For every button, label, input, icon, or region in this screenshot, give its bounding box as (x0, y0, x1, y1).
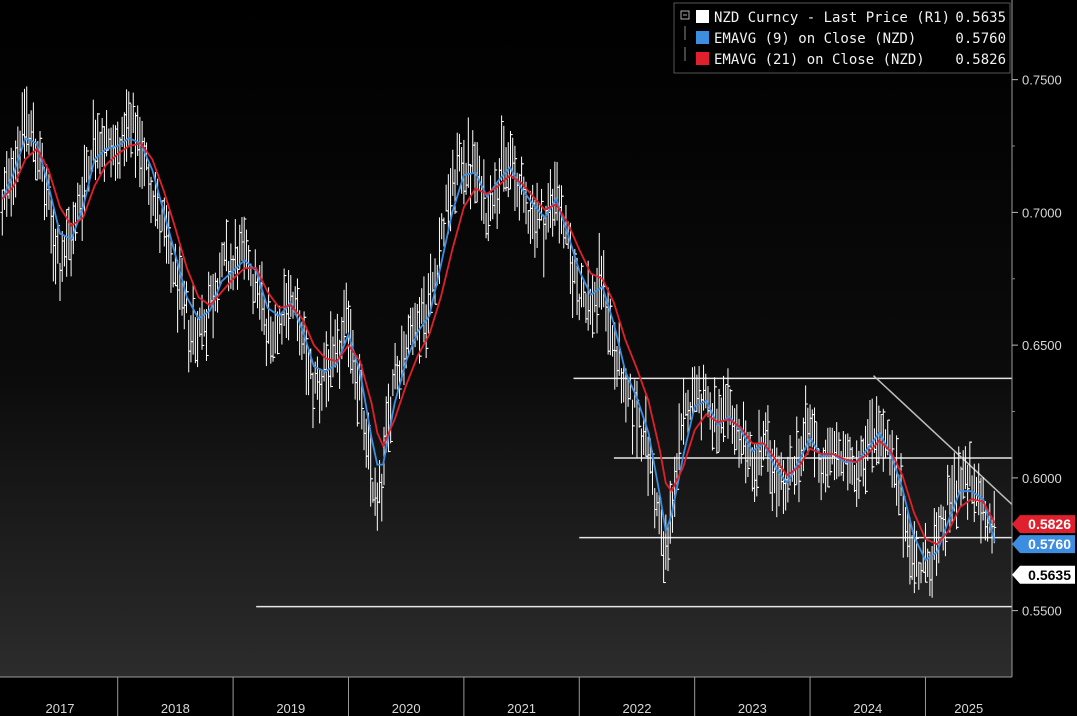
x-tick-label: 2022 (623, 701, 652, 716)
ema21-last-value-tag: 0.5826 (1012, 515, 1075, 534)
reference-lines (256, 375, 1013, 608)
axis-background (1012, 0, 1077, 716)
x-tick-label: 2025 (954, 701, 983, 716)
plot-background (0, 0, 1012, 677)
x-tick-label: 2024 (853, 701, 882, 716)
legend-box (673, 2, 1011, 74)
price-last-value-tag: 0.5635 (1012, 565, 1075, 584)
legend-series-name: EMAVG (9) on Close (NZD) (714, 31, 916, 47)
x-tick-label: 2020 (392, 701, 421, 716)
legend-series-value: 0.5760 (955, 31, 1006, 47)
x-axis: 2017 2018 2019 2020 2021 2022 2023 2024 2025 (46, 677, 983, 716)
tag-value: 0.5760 (1028, 536, 1071, 552)
tag-shape (1012, 535, 1075, 554)
y-tick-label: 0.7000 (1022, 205, 1062, 220)
last-value-tags: 0.5826 0.5760 0.5635 (1012, 515, 1075, 584)
legend-entry: EMAVG (21) on Close (NZD) 0.5826 (684, 47, 1006, 68)
y-tick-label: 0.6500 (1022, 338, 1062, 353)
trend-line (873, 375, 1013, 505)
ema21-line (1, 142, 996, 546)
collapse-icon[interactable] (680, 10, 690, 20)
y-tick-label: 0.5500 (1022, 604, 1062, 619)
legend-swatch (696, 31, 709, 44)
y-axis: 0.7500 0.7000 0.6500 0.6000 0.5500 (1012, 73, 1062, 619)
x-tick-label: 2023 (738, 701, 767, 716)
y-tick-label: 0.6000 (1022, 471, 1062, 486)
legend-series-value: 0.5826 (955, 52, 1006, 68)
tag-shape (1012, 515, 1075, 534)
x-tick-label: 2017 (46, 701, 75, 716)
y-tick-label: 0.7500 (1022, 73, 1062, 88)
tag-shape (1012, 565, 1075, 584)
ema9-line (1, 136, 996, 562)
legend-series-name: EMAVG (21) on Close (NZD) (714, 52, 925, 68)
x-tick-label: 2019 (276, 701, 305, 716)
tag-value: 0.5635 (1028, 567, 1071, 583)
x-axis-background (0, 677, 1077, 716)
legend-entry: EMAVG (9) on Close (NZD) 0.5760 (684, 26, 1006, 47)
legend-series-value: 0.5635 (955, 10, 1006, 26)
ema9-last-value-tag: 0.5760 (1012, 535, 1075, 554)
legend: NZD Curncy - Last Price (R1) 0.5635EMAVG … (673, 2, 1011, 74)
legend-series-name: NZD Curncy - Last Price (R1) (714, 10, 950, 26)
x-tick-label: 2021 (507, 701, 536, 716)
legend-entry: NZD Curncy - Last Price (R1) 0.5635 (680, 10, 1006, 26)
x-tick-label: 2018 (161, 701, 190, 716)
ema-lines (1, 136, 996, 562)
tag-value: 0.5826 (1028, 516, 1071, 532)
legend-swatch (696, 10, 709, 23)
legend-swatch (696, 52, 709, 65)
